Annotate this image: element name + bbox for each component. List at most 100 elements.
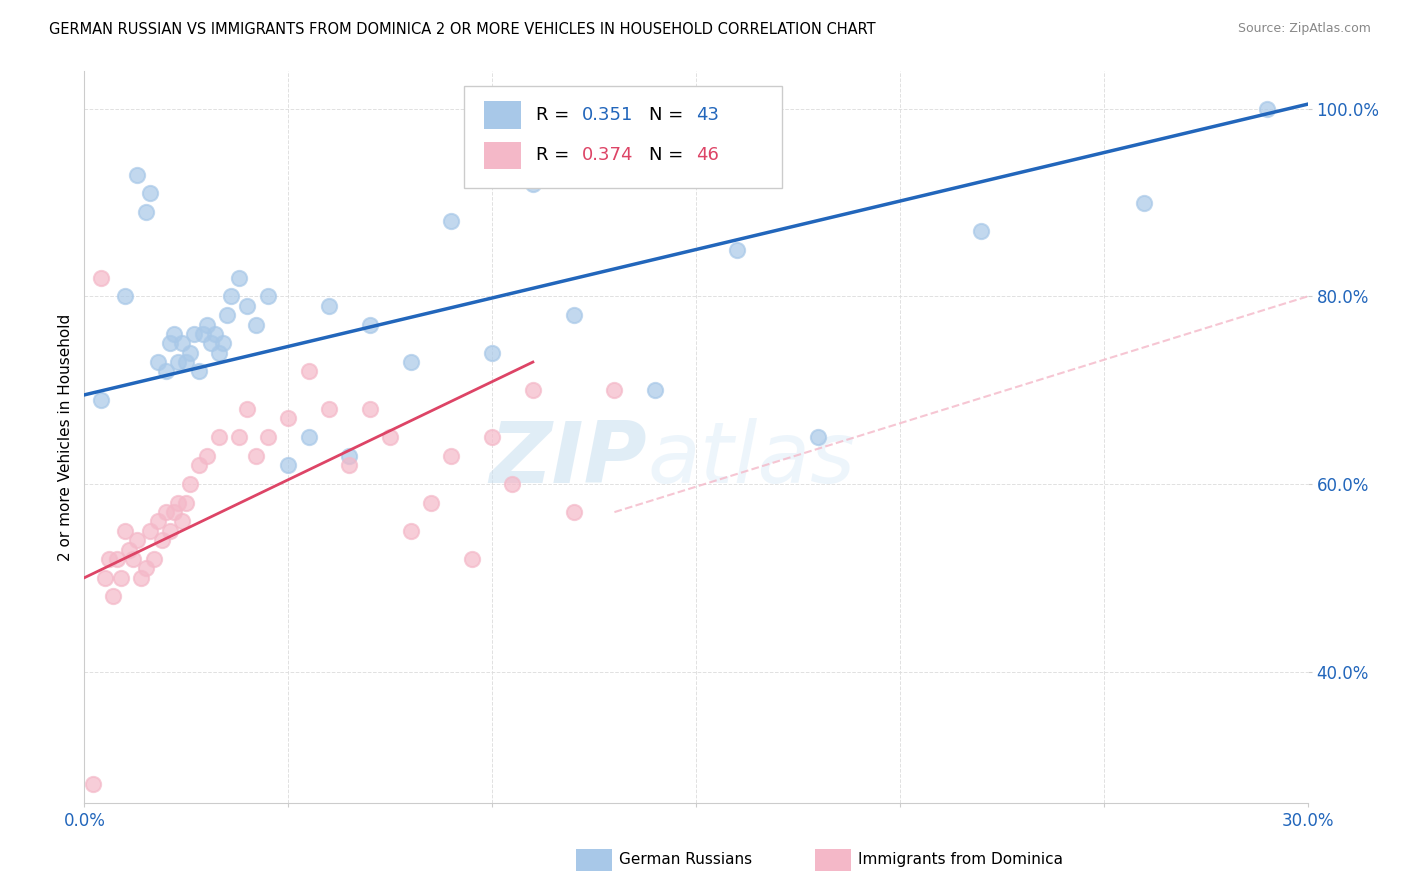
Point: [187, 364, 209, 378]
Point: [228, 270, 250, 285]
Point: [257, 289, 280, 303]
Point: [219, 289, 242, 303]
Point: [131, 571, 153, 585]
Point: [208, 345, 231, 359]
Point: [399, 524, 422, 538]
Point: [200, 336, 222, 351]
Point: [174, 355, 197, 369]
Point: [420, 496, 443, 510]
Point: [167, 355, 190, 369]
Point: [127, 533, 149, 548]
Point: [245, 449, 267, 463]
Text: R =: R =: [536, 106, 575, 124]
Point: [191, 326, 214, 341]
Point: [135, 561, 157, 575]
Point: [183, 326, 205, 341]
Point: [159, 524, 181, 538]
Text: 0.351: 0.351: [582, 106, 634, 124]
Point: [146, 355, 169, 369]
Point: [481, 345, 503, 359]
Point: [135, 205, 157, 219]
Point: [970, 224, 993, 238]
Point: [163, 326, 186, 341]
Bar: [484, 102, 522, 129]
Point: [174, 496, 197, 510]
Point: [93, 571, 115, 585]
Text: German Russians: German Russians: [619, 853, 752, 867]
Point: [167, 496, 190, 510]
Point: [725, 243, 748, 257]
Point: [97, 552, 120, 566]
Point: [277, 458, 299, 473]
Point: [359, 318, 381, 332]
Point: [228, 430, 250, 444]
Point: [440, 214, 463, 228]
Point: [187, 458, 209, 473]
Point: [359, 401, 381, 416]
Point: [179, 477, 201, 491]
Text: 0.374: 0.374: [582, 146, 634, 164]
Point: [217, 308, 239, 322]
Point: [277, 411, 299, 425]
Text: Source: ZipAtlas.com: Source: ZipAtlas.com: [1237, 22, 1371, 36]
Point: [155, 505, 177, 519]
Point: [204, 326, 226, 341]
Text: Immigrants from Dominica: Immigrants from Dominica: [858, 853, 1063, 867]
Point: [105, 552, 128, 566]
Point: [245, 318, 267, 332]
Point: [1256, 102, 1278, 116]
Point: [118, 542, 141, 557]
Point: [481, 430, 503, 444]
Text: ZIP: ZIP: [489, 417, 647, 500]
Point: [236, 299, 259, 313]
Point: [502, 477, 524, 491]
Bar: [484, 142, 522, 169]
Text: GERMAN RUSSIAN VS IMMIGRANTS FROM DOMINICA 2 OR MORE VEHICLES IN HOUSEHOLD CORRE: GERMAN RUSSIAN VS IMMIGRANTS FROM DOMINI…: [49, 22, 876, 37]
Text: 46: 46: [696, 146, 718, 164]
Point: [298, 364, 321, 378]
Point: [380, 430, 402, 444]
Point: [212, 336, 235, 351]
Point: [122, 552, 145, 566]
Point: [172, 515, 194, 529]
Point: [318, 299, 340, 313]
Point: [208, 430, 231, 444]
Point: [257, 430, 280, 444]
Point: [461, 552, 484, 566]
Point: [522, 177, 544, 191]
Point: [127, 168, 149, 182]
Point: [807, 430, 830, 444]
Point: [1133, 195, 1156, 210]
Point: [603, 383, 626, 397]
Point: [440, 449, 463, 463]
Point: [138, 186, 160, 201]
Point: [150, 533, 173, 548]
Point: [179, 345, 201, 359]
Point: [644, 383, 666, 397]
Text: R =: R =: [536, 146, 575, 164]
Point: [172, 336, 194, 351]
Point: [195, 449, 218, 463]
Point: [562, 505, 585, 519]
Point: [159, 336, 181, 351]
Point: [339, 458, 361, 473]
Point: [339, 449, 361, 463]
Text: 43: 43: [696, 106, 718, 124]
Point: [195, 318, 218, 332]
Point: [82, 777, 104, 791]
Point: [101, 590, 124, 604]
Point: [236, 401, 259, 416]
Point: [298, 430, 321, 444]
Point: [318, 401, 340, 416]
Point: [142, 552, 165, 566]
Point: [146, 515, 169, 529]
Y-axis label: 2 or more Vehicles in Household: 2 or more Vehicles in Household: [58, 313, 73, 561]
Point: [562, 308, 585, 322]
Point: [138, 524, 160, 538]
Point: [114, 524, 136, 538]
Point: [155, 364, 177, 378]
Text: atlas: atlas: [647, 417, 855, 500]
Point: [114, 289, 136, 303]
Point: [90, 270, 112, 285]
Point: [110, 571, 132, 585]
